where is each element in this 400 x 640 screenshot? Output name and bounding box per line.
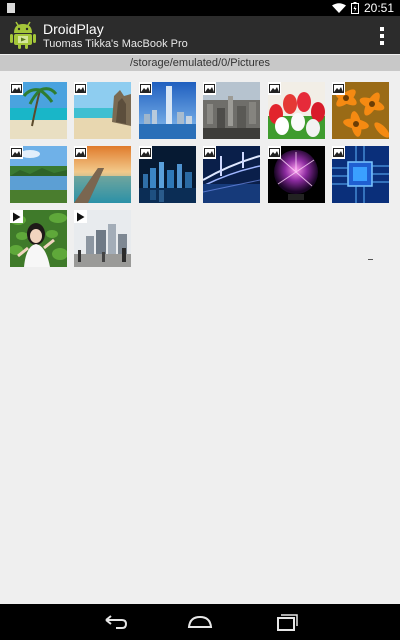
media-thumbnail-image[interactable] [139,146,196,203]
action-bar: DroidPlay Tuomas Tikka's MacBook Pro [0,16,400,54]
image-type-icon [139,82,152,95]
media-thumbnail-image[interactable] [139,82,196,139]
status-bar: 20:51 [0,0,400,16]
image-type-icon [139,146,152,159]
image-type-icon [332,146,345,159]
image-type-icon [203,146,216,159]
media-thumbnail-image[interactable] [10,146,67,203]
media-thumbnail-video[interactable] [74,210,131,267]
image-type-icon [10,146,23,159]
divider-mark [368,259,373,260]
image-type-icon [268,82,281,95]
battery-icon [350,2,359,14]
image-type-icon [203,82,216,95]
video-type-icon [10,210,23,223]
recent-apps-button-icon[interactable] [272,612,300,632]
home-button-icon[interactable] [186,612,214,632]
media-thumbnail-video[interactable] [10,210,67,267]
image-type-icon [74,82,87,95]
video-type-icon [74,210,87,223]
media-thumbnail-image[interactable] [332,82,389,139]
clock: 20:51 [363,1,394,15]
wifi-icon [331,2,346,13]
image-type-icon [268,146,281,159]
current-folder-path: /storage/emulated/0/Pictures [0,55,400,71]
media-thumbnail-image[interactable] [203,82,260,139]
image-type-icon [332,82,345,95]
media-thumbnail-image[interactable] [203,146,260,203]
navigation-bar [0,604,400,640]
media-thumbnail-image[interactable] [332,146,389,203]
overflow-menu-icon[interactable] [379,27,385,45]
notification-icon [7,3,15,13]
android-app-icon [10,21,36,49]
media-thumbnail-image[interactable] [268,146,325,203]
media-thumbnail-image[interactable] [74,82,131,139]
back-button-icon[interactable] [102,612,130,632]
media-thumbnail-image[interactable] [74,146,131,203]
image-type-icon [74,146,87,159]
app-title: DroidPlay [43,21,104,37]
media-grid [0,71,400,271]
device-name: Tuomas Tikka's MacBook Pro [43,38,188,50]
media-thumbnail-image[interactable] [10,82,67,139]
media-thumbnail-image[interactable] [268,82,325,139]
image-type-icon [10,82,23,95]
